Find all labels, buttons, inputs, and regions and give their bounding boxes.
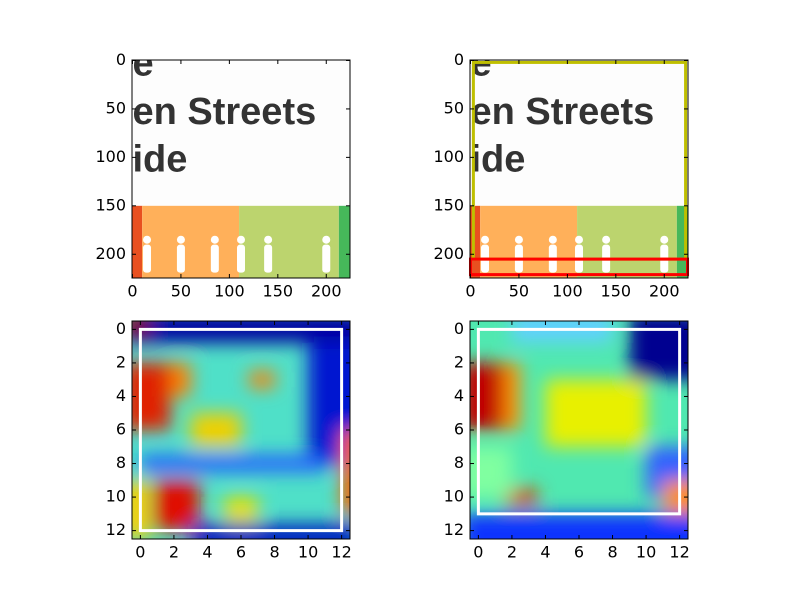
x-tick-label: 0 [473,543,483,562]
y-tick-label: 200 [95,244,126,263]
x-tick-label: 200 [649,282,680,301]
y-tick-label: 0 [116,50,126,69]
x-tick-label: 50 [171,282,191,301]
y-tick-label: 6 [454,420,464,439]
x-tick-label: 12 [331,543,351,562]
y-tick-label: 50 [444,98,464,117]
x-tick-label: 150 [601,282,632,301]
y-tick-label: 100 [433,147,464,166]
image-text: e [470,42,491,84]
x-tick-label: 10 [636,543,656,562]
x-tick-label: 2 [169,543,179,562]
image-text: ide [132,138,187,180]
image-text: en Streets [132,91,316,133]
y-tick-label: 12 [106,520,126,539]
subplot: 0 2 4 6 8 10 12 0 2 4 6 8 10 12 [106,319,352,562]
heatmap-image [132,321,350,539]
image-text: en Streets [470,91,654,133]
x-tick-label: 0 [135,543,145,562]
y-tick-label: 2 [454,352,464,371]
y-tick-label: 10 [444,487,464,506]
x-tick-label: 200 [311,282,342,301]
x-tick-label: 0 [465,282,475,301]
y-tick-label: 0 [454,319,464,338]
bounding-box [138,327,344,533]
axes-frame [131,59,351,279]
image-text: ide [470,138,525,180]
bounding-box [476,327,682,516]
x-tick-label: 150 [263,282,294,301]
y-tick-label: 0 [116,319,126,338]
y-tick-label: 8 [454,453,464,472]
y-tick-label: 50 [106,98,126,117]
y-tick-label: 200 [433,244,464,263]
x-tick-label: 4 [202,543,212,562]
y-tick-label: 150 [433,195,464,214]
y-tick-label: 4 [454,386,464,405]
x-tick-label: 12 [669,543,689,562]
y-tick-label: 100 [95,147,126,166]
y-tick-label: 10 [106,487,126,506]
x-tick-label: 2 [507,543,517,562]
y-tick-label: 2 [116,352,126,371]
y-tick-label: 4 [116,386,126,405]
x-tick-label: 100 [552,282,583,301]
image: e en Streets ide [132,42,350,278]
y-tick-label: 8 [116,453,126,472]
x-tick-label: 10 [298,543,318,562]
subplot: 0 2 4 6 8 10 12 0 2 4 6 8 10 12 [444,319,690,562]
x-tick-label: 0 [127,282,137,301]
x-tick-label: 8 [607,543,617,562]
heatmap-image [470,321,688,539]
y-tick-label: 0 [454,50,464,69]
y-tick-label: 12 [444,520,464,539]
y-tick-label: 150 [95,195,126,214]
y-tick-label: 6 [116,420,126,439]
axes-frame [469,59,689,279]
image: e en Streets ide [470,42,688,278]
x-tick-label: 100 [214,282,245,301]
x-tick-label: 6 [574,543,584,562]
x-tick-label: 6 [236,543,246,562]
x-tick-label: 8 [269,543,279,562]
image-text: e [132,42,153,84]
x-tick-label: 4 [540,543,550,562]
x-tick-label: 50 [509,282,529,301]
